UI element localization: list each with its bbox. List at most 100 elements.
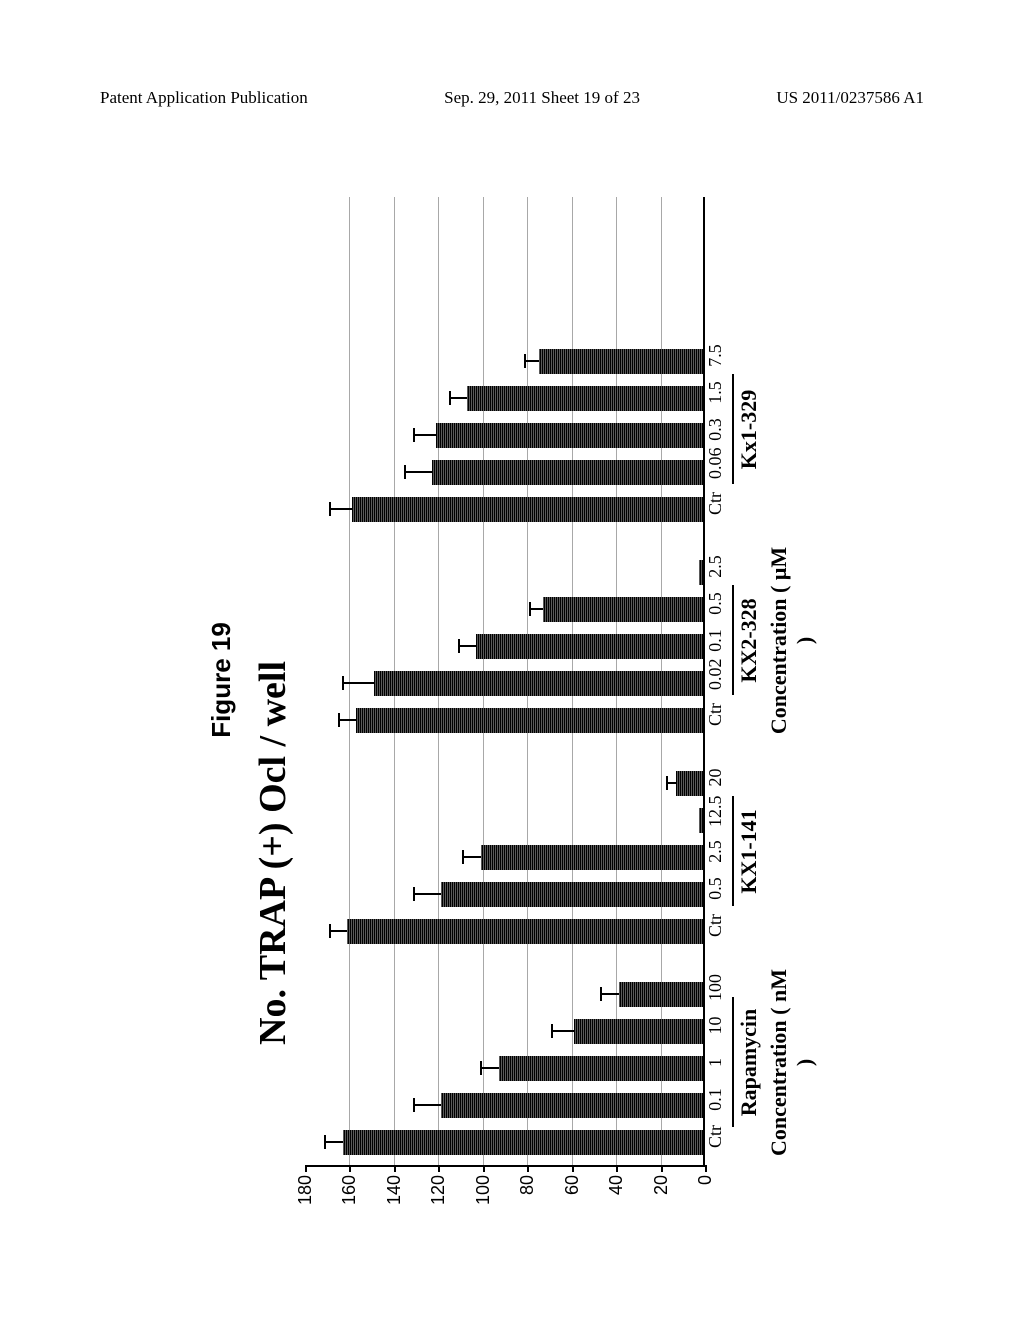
x-tick-label: 0.5 (705, 876, 726, 901)
header-left: Patent Application Publication (100, 88, 308, 108)
y-tick (394, 1165, 396, 1172)
x-axis-labels: Ctr0.1110100Ctr0.52.512.520Ctr0.020.10.5… (705, 189, 726, 1159)
bar (543, 597, 703, 622)
spacer (705, 948, 726, 966)
error-bar (481, 1067, 499, 1069)
x-tick-label: Ctr (705, 491, 726, 516)
figure-caption: Figure 19 (206, 155, 237, 1205)
compound-rule (732, 586, 734, 696)
spacer (705, 737, 726, 755)
error-bar (450, 397, 468, 399)
x-tick-label: 7.5 (705, 343, 726, 368)
bar (347, 919, 703, 944)
x-tick-label: 2.5 (705, 554, 726, 579)
error-bar (530, 608, 543, 610)
error-bar (414, 893, 441, 895)
x-tick-label: Ctr (705, 1124, 726, 1149)
error-bar (414, 1104, 441, 1106)
x-label-group: Ctr 0.06 0.3 1.5 7.5 (705, 333, 726, 526)
error-bar (325, 1141, 343, 1143)
y-tick (572, 1165, 574, 1172)
compound-label: Kx1-329 (730, 333, 762, 526)
compound-rule (732, 797, 734, 907)
x-tick-label: 12.5 (705, 802, 726, 827)
compound-label: KX1-141 (730, 755, 762, 948)
compound-text: Kx1-329 (736, 333, 762, 526)
x-tick-label: Ctr (705, 702, 726, 727)
spacer (705, 526, 726, 544)
error-bar (552, 1030, 574, 1032)
compound-text: KX2-328 (736, 544, 762, 737)
x-tick-label: 0.5 (705, 591, 726, 616)
y-tick (483, 1165, 485, 1172)
compound-rule (732, 998, 734, 1128)
x-label-group: Ctr 0.5 2.5 12.5 20 (705, 755, 726, 948)
bar-group (352, 339, 703, 532)
bar (467, 386, 703, 411)
bar-group (356, 550, 703, 743)
x-tick-label: 0.06 (705, 454, 726, 479)
compound-label: Rapamycin (730, 966, 762, 1159)
error-bar (339, 719, 357, 721)
spacer (766, 737, 818, 755)
error-bar (463, 856, 481, 858)
error-bar (667, 782, 676, 784)
header-right: US 2011/0237586 A1 (776, 88, 924, 108)
y-axis: 180160140120100806040200 (305, 1167, 705, 1205)
x-tick-label: 0.1 (705, 628, 726, 653)
bar (481, 845, 703, 870)
chart-area: 180160140120100806040200 (305, 155, 705, 1205)
compound-text: KX1-141 (736, 755, 762, 948)
x-tick-label: 1 (705, 1050, 726, 1075)
chart-title: No. TRAP (+) Ocl / well (251, 155, 295, 1045)
bar (574, 1019, 703, 1044)
x-tick-label: 2.5 (705, 839, 726, 864)
y-tick (616, 1165, 618, 1172)
error-bar (459, 645, 477, 647)
error-bar (343, 682, 374, 684)
bar (343, 1130, 703, 1155)
bar (436, 423, 703, 448)
bar (476, 634, 703, 659)
bar (441, 882, 703, 907)
error-bar (525, 360, 538, 362)
spacer (730, 948, 762, 966)
bar (699, 560, 703, 585)
unit-label (766, 755, 818, 948)
bar (539, 349, 703, 374)
bar (441, 1093, 703, 1118)
y-tick (705, 1165, 707, 1172)
x-tick-label: 0.1 (705, 1087, 726, 1112)
x-label-group: Ctr0.020.10.52.5 (705, 544, 726, 737)
unit-labels: Concentration ( nM )Concentration ( μM ) (766, 189, 818, 1159)
x-tick-label: 20 (705, 765, 726, 790)
y-tick (305, 1165, 307, 1172)
unit-label (766, 333, 818, 526)
x-tick-label: 0.3 (705, 417, 726, 442)
y-tick (438, 1165, 440, 1172)
x-label-group: Ctr0.1110100 (705, 966, 726, 1159)
bar-group (347, 761, 703, 954)
x-tick-label: Ctr (705, 913, 726, 938)
figure-container: Figure 19 No. TRAP (+) Ocl / well 180160… (206, 155, 818, 1205)
error-bar (330, 930, 348, 932)
y-tick (661, 1165, 663, 1172)
spacer (766, 948, 818, 966)
bar (499, 1056, 703, 1081)
error-bar (601, 993, 619, 995)
header-center: Sep. 29, 2011 Sheet 19 of 23 (444, 88, 640, 108)
spacer (730, 737, 762, 755)
spacer (730, 526, 762, 544)
error-bar (414, 434, 436, 436)
x-tick-label: 1.5 (705, 380, 726, 405)
error-bar (330, 508, 352, 510)
unit-label: Concentration ( nM ) (766, 966, 818, 1159)
spacer (766, 526, 818, 544)
x-tick-label: 100 (705, 976, 726, 1001)
plot-area (305, 197, 705, 1167)
compound-text: Rapamycin (736, 966, 762, 1159)
bar (699, 808, 703, 833)
compound-labels: Rapamycin KX1-141 KX2-328 Kx1-329 (730, 189, 762, 1159)
y-tick (527, 1165, 529, 1172)
bar (432, 460, 703, 485)
